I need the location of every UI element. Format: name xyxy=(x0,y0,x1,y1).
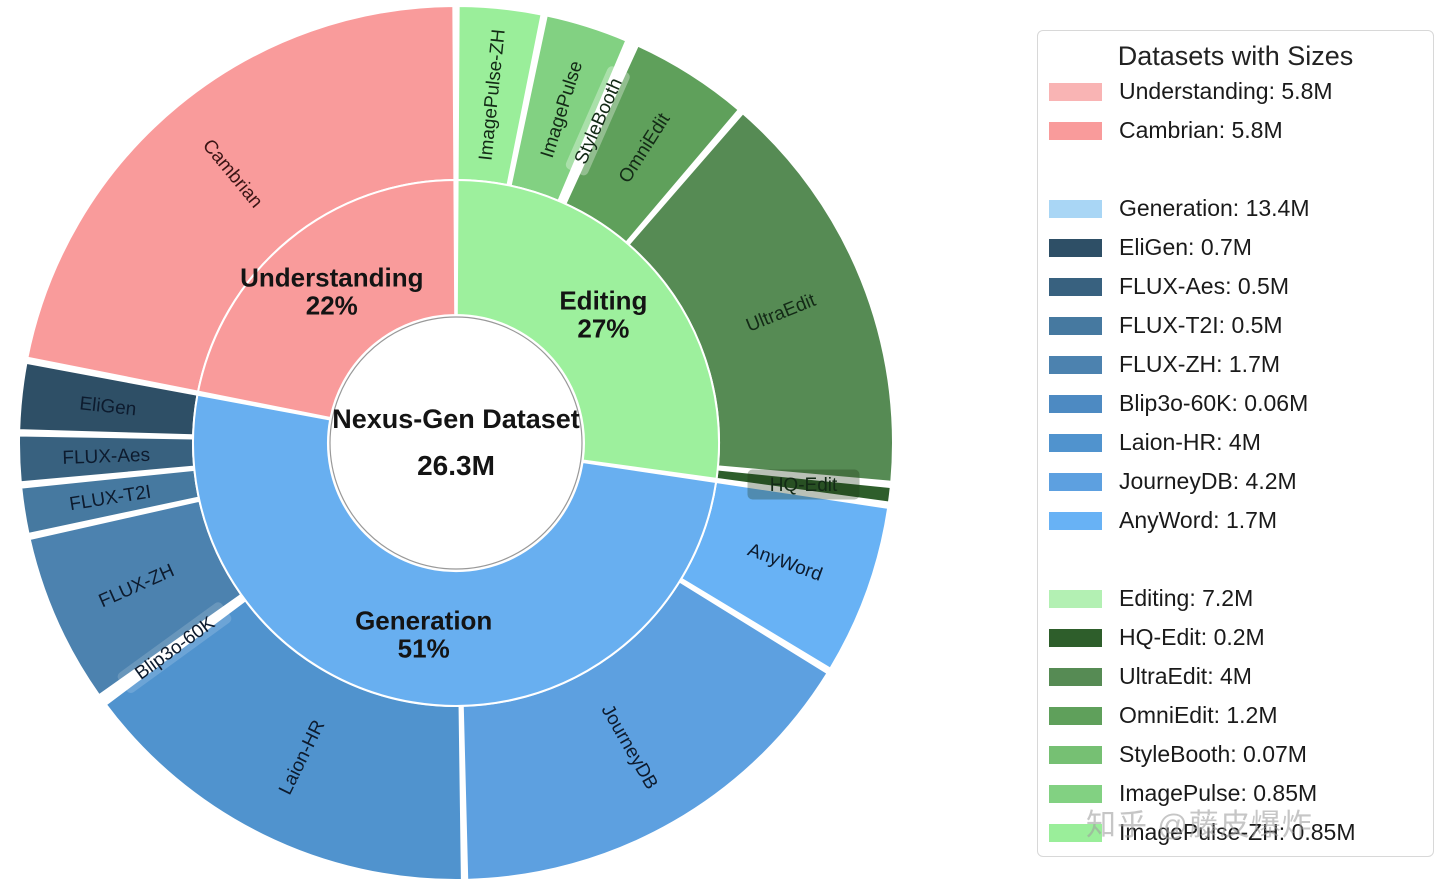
svg-text:51%: 51% xyxy=(398,633,450,663)
svg-text:27%: 27% xyxy=(577,313,629,343)
svg-text:FLUX-Aes: FLUX-Aes xyxy=(62,445,150,469)
svg-text:Understanding: Understanding xyxy=(240,263,423,293)
svg-text:Editing: Editing xyxy=(559,285,647,315)
svg-text:Generation: Generation xyxy=(355,605,492,635)
svg-text:Nexus-Gen Dataset: Nexus-Gen Dataset xyxy=(332,404,580,434)
svg-text:22%: 22% xyxy=(306,291,358,321)
svg-text:26.3M: 26.3M xyxy=(417,450,495,481)
svg-text:HQ-Edit: HQ-Edit xyxy=(770,475,838,496)
